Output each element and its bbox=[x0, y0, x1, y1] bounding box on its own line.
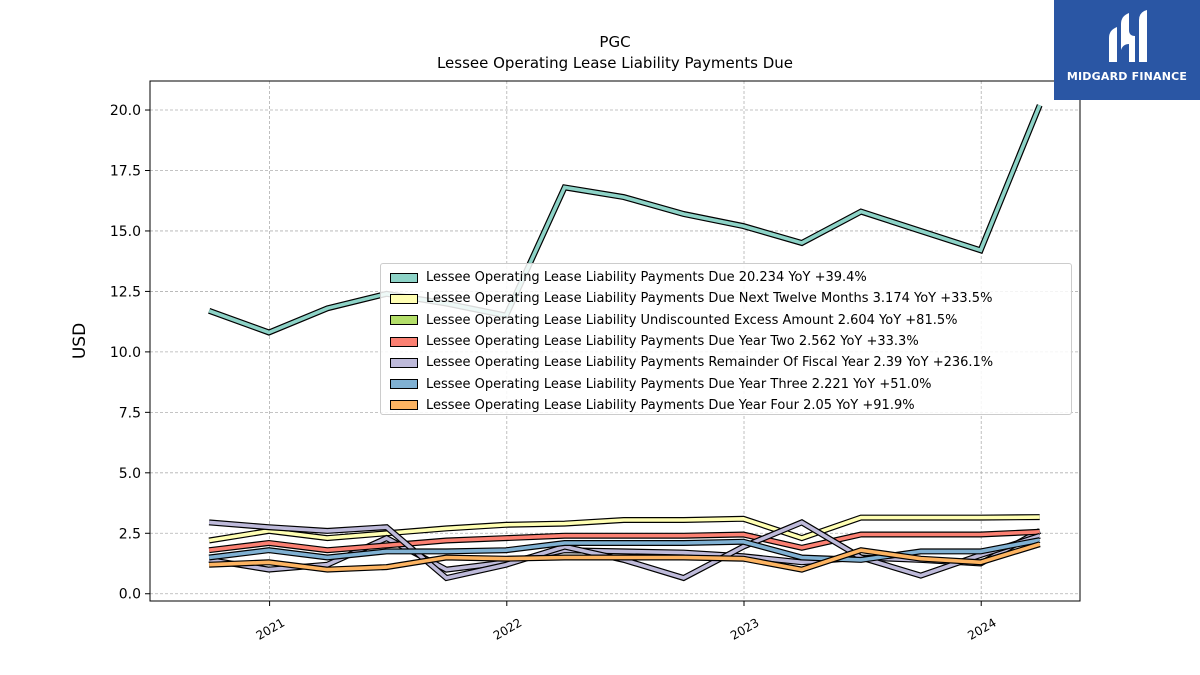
legend-label: Lessee Operating Lease Liability Payment… bbox=[426, 291, 993, 307]
series-line-stroke bbox=[209, 542, 1041, 572]
y-tick-label: 17.5 bbox=[110, 163, 141, 179]
x-axis-ticks: 2021 2022 2023 2024 bbox=[254, 601, 999, 643]
legend-item: Lessee Operating Lease Liability Undisco… bbox=[390, 310, 1071, 331]
midgard-finance-logo: MIDGARD FINANCE bbox=[1054, 0, 1200, 100]
chart-title: PGC bbox=[599, 33, 630, 51]
legend-item: Lessee Operating Lease Liability Payment… bbox=[390, 331, 1071, 352]
legend-swatch bbox=[390, 315, 418, 326]
legend-label: Lessee Operating Lease Liability Payment… bbox=[426, 270, 867, 286]
series-line bbox=[208, 541, 1041, 573]
y-axis-ticks: 0.0 2.5 5.0 7.5 10.0 12.5 15.0 17.5 20.0 bbox=[110, 103, 150, 603]
y-tick-label: 10.0 bbox=[110, 345, 141, 361]
plot-frame bbox=[149, 80, 1081, 602]
legend-swatch bbox=[390, 336, 418, 347]
series-line-stroke bbox=[208, 104, 1042, 335]
legend-label: Lessee Operating Lease Liability Payment… bbox=[426, 376, 932, 392]
logo-mark-icon bbox=[1109, 10, 1147, 62]
series-lines bbox=[208, 104, 1043, 582]
x-tick-label: 2023 bbox=[728, 615, 761, 642]
chart-legend: Lessee Operating Lease Liability Payment… bbox=[380, 263, 1072, 415]
chart-subtitle: Lessee Operating Lease Liability Payment… bbox=[437, 54, 793, 72]
y-tick-label: 2.5 bbox=[119, 526, 141, 542]
legend-label: Lessee Operating Lease Liability Undisco… bbox=[426, 312, 958, 328]
legend-swatch bbox=[390, 272, 418, 283]
series-line bbox=[208, 104, 1043, 336]
legend-item: Lessee Operating Lease Liability Payment… bbox=[390, 395, 1071, 416]
legend-swatch bbox=[390, 293, 418, 304]
legend-item: Lessee Operating Lease Liability Payment… bbox=[390, 267, 1071, 288]
x-tick-label: 2024 bbox=[965, 615, 998, 642]
legend-swatch bbox=[390, 379, 418, 390]
y-axis-label: USD bbox=[70, 323, 90, 359]
x-tick-label: 2021 bbox=[254, 615, 287, 642]
y-tick-label: 5.0 bbox=[119, 466, 141, 482]
series-line-stroke bbox=[208, 530, 1040, 553]
series-line-stroke bbox=[208, 515, 1040, 543]
legend-item: Lessee Operating Lease Liability Payment… bbox=[390, 352, 1071, 373]
y-tick-label: 7.5 bbox=[119, 405, 141, 421]
legend-swatch bbox=[390, 400, 418, 411]
legend-item: Lessee Operating Lease Liability Payment… bbox=[390, 288, 1071, 309]
y-tick-label: 0.0 bbox=[119, 587, 141, 603]
legend-item: Lessee Operating Lease Liability Payment… bbox=[390, 373, 1071, 394]
y-tick-label: 15.0 bbox=[110, 224, 141, 240]
legend-swatch bbox=[390, 357, 418, 368]
legend-label: Lessee Operating Lease Liability Payment… bbox=[426, 355, 994, 371]
legend-label: Lessee Operating Lease Liability Payment… bbox=[426, 397, 915, 413]
y-tick-label: 12.5 bbox=[110, 284, 141, 300]
series-line bbox=[208, 528, 1040, 554]
legend-label: Lessee Operating Lease Liability Payment… bbox=[426, 334, 919, 350]
series-line bbox=[208, 514, 1040, 544]
logo-text: MIDGARD FINANCE bbox=[1066, 70, 1188, 83]
x-tick-label: 2022 bbox=[491, 615, 524, 642]
y-tick-label: 20.0 bbox=[110, 103, 141, 119]
